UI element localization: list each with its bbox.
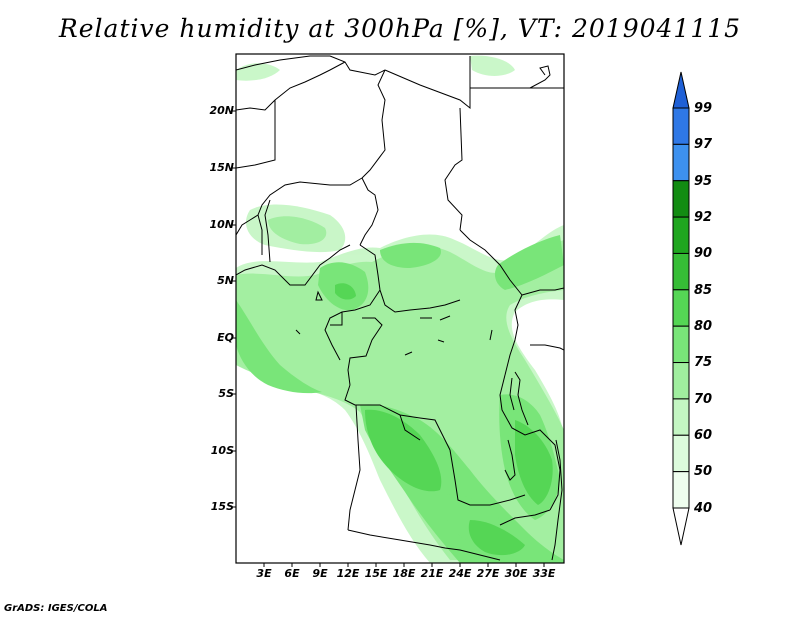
country-boundaries [236, 55, 564, 561]
lon-label-3e: 3E [256, 567, 272, 580]
lon-label-33e: 33E [532, 567, 556, 580]
colorbar-label-97: 97 [694, 137, 713, 152]
colorbar-label-75: 75 [694, 355, 713, 370]
lat-label-eq: EQ [217, 331, 234, 344]
lon-label-9e: 9E [312, 567, 328, 580]
colorbar-box [672, 252, 690, 291]
lat-label-5s: 5S [218, 387, 234, 400]
colorbar-box [672, 325, 690, 364]
colorbar-label-80: 80 [694, 319, 713, 334]
map-title: Relative humidity at 300hPa [%], VT: 201… [58, 14, 742, 43]
colorbar-label-92: 92 [694, 210, 713, 225]
colorbar-label-85: 85 [694, 283, 713, 298]
lat-ticks [232, 110, 236, 508]
lon-label-6e: 6E [284, 567, 300, 580]
colorbar-box [672, 216, 690, 254]
lat-label-15n: 15N [209, 161, 234, 174]
colorbar-box [672, 398, 690, 436]
colorbar-box [672, 143, 690, 182]
map-frame [235, 53, 565, 564]
colorbar-top-arrow [672, 71, 690, 109]
colorbar-label-90: 90 [694, 246, 713, 261]
lon-label-15e: 15E [364, 567, 388, 580]
lat-label-10n: 10N [209, 218, 234, 231]
colorbar-box [672, 362, 690, 400]
lon-label-18e: 18E [392, 567, 416, 580]
grads-credit: GrADS: IGES/COLA [4, 603, 108, 614]
lat-label-20n: 20N [209, 104, 234, 117]
colorbar-label-95: 95 [694, 174, 713, 189]
colorbar-box [672, 107, 690, 145]
lon-ticks [263, 563, 545, 567]
colorbar-bottom-arrow [672, 507, 690, 546]
colorbar-label-99: 99 [694, 101, 713, 116]
lat-label-5n: 5N [217, 274, 234, 287]
colorbar-label-40: 40 [694, 501, 713, 516]
colorbar-box [672, 180, 690, 218]
colorbar-label-60: 60 [694, 428, 713, 443]
lon-label-24e: 24E [448, 567, 472, 580]
lon-label-21e: 21E [420, 567, 444, 580]
lon-label-27e: 27E [476, 567, 500, 580]
colorbar-box [672, 289, 690, 327]
colorbar-label-50: 50 [694, 464, 713, 479]
colorbar-label-70: 70 [694, 392, 713, 407]
humidity-field [236, 54, 564, 563]
lon-label-30e: 30E [504, 567, 528, 580]
colorbar-box [672, 471, 690, 509]
colorbar-box [672, 434, 690, 473]
lat-label-10s: 10S [210, 444, 234, 457]
lat-label-15s: 15S [210, 500, 234, 513]
lon-label-12e: 12E [336, 567, 360, 580]
